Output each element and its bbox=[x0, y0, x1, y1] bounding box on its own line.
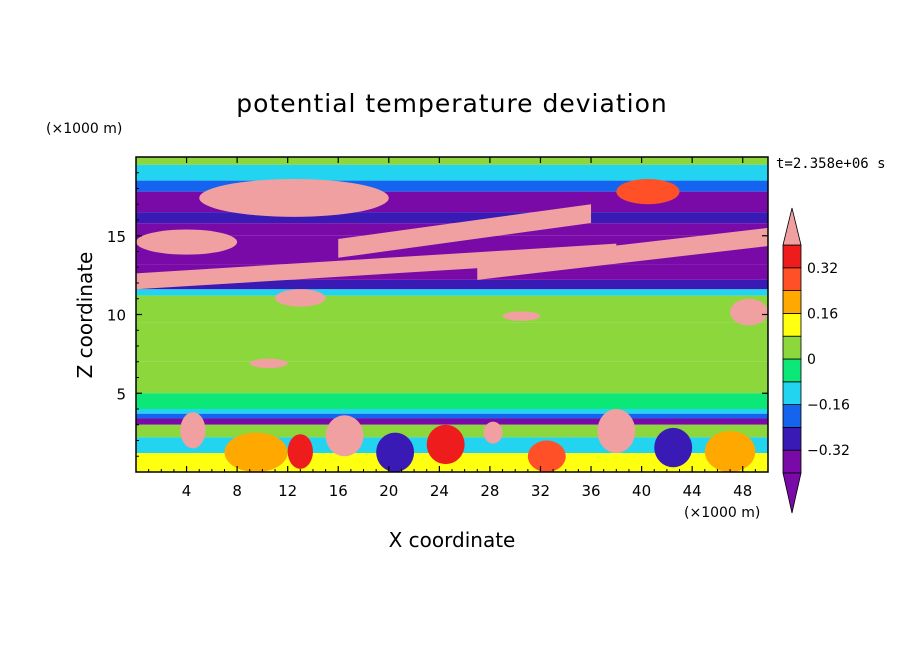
colorbar-swatch bbox=[782, 335, 802, 360]
field-feature-4 bbox=[136, 243, 617, 290]
colorbar-tick-label: −0.16 bbox=[807, 398, 850, 414]
field-band-12 bbox=[136, 322, 768, 362]
x-tick-label: 28 bbox=[480, 482, 499, 500]
x-tick-label: 16 bbox=[329, 482, 348, 500]
x-unit-label: (×1000 m) bbox=[684, 505, 760, 521]
features-layer bbox=[136, 179, 768, 472]
field-feature-7 bbox=[502, 311, 541, 321]
field-feature-9 bbox=[249, 358, 288, 369]
field-feature-11 bbox=[325, 415, 364, 457]
colorbar-swatch bbox=[782, 426, 802, 451]
x-tick-label: 24 bbox=[430, 482, 449, 500]
colorbar-swatch bbox=[782, 381, 802, 405]
field-band-13 bbox=[136, 361, 768, 394]
y-axis-label: Z coordinate bbox=[73, 252, 97, 379]
field-band-16 bbox=[136, 413, 768, 419]
field-feature-17 bbox=[527, 440, 566, 472]
field-feature-19 bbox=[704, 431, 756, 472]
x-tick-label: 44 bbox=[683, 482, 702, 500]
x-tick-label: 20 bbox=[379, 482, 398, 500]
y-tick-label: 15 bbox=[107, 228, 126, 246]
colorbar-tick-label: −0.32 bbox=[807, 443, 850, 459]
field-band-0 bbox=[136, 157, 768, 165]
field-feature-3 bbox=[338, 204, 592, 258]
plot-area bbox=[136, 157, 768, 472]
x-axis-ticks: 4 8 12 16 20 24 28 32 36 40 44 48 bbox=[148, 157, 756, 500]
colorbar-tick-label: 0.16 bbox=[807, 306, 838, 322]
colorbar-tick-label: 0.32 bbox=[807, 261, 838, 277]
chart-title: potential temperature deviation bbox=[236, 89, 667, 118]
field-feature-20 bbox=[287, 434, 313, 469]
field-band-11 bbox=[136, 295, 768, 323]
field-band-1 bbox=[136, 164, 768, 181]
field-feature-14 bbox=[224, 432, 288, 472]
field-band-17 bbox=[136, 418, 768, 425]
colorbar-swatch bbox=[782, 358, 802, 383]
field-feature-16 bbox=[426, 424, 465, 465]
x-tick-label: 48 bbox=[733, 482, 752, 500]
field-feature-6 bbox=[275, 289, 326, 307]
x-tick-label: 4 bbox=[182, 482, 192, 500]
y-axis-ticks: 5 10 15 bbox=[107, 172, 768, 457]
colorbar-swatch bbox=[782, 244, 802, 269]
field-feature-18 bbox=[654, 427, 693, 468]
colorbar-over-triangle bbox=[782, 207, 802, 246]
bands-layer bbox=[136, 157, 768, 472]
field-band-14 bbox=[136, 393, 768, 409]
x-axis-label: X coordinate bbox=[389, 528, 516, 552]
colorbar: 0.32 0.16 0 −0.16 −0.32 bbox=[782, 207, 850, 514]
field-feature-5 bbox=[477, 227, 768, 280]
field-feature-2 bbox=[136, 229, 238, 255]
field-band-9 bbox=[136, 279, 768, 290]
x-tick-label: 8 bbox=[232, 482, 242, 500]
field-band-10 bbox=[136, 289, 768, 296]
y-tick-label: 10 bbox=[107, 307, 126, 325]
field-band-4 bbox=[136, 212, 768, 224]
x-tick-label: 40 bbox=[632, 482, 651, 500]
x-tick-label: 12 bbox=[278, 482, 297, 500]
colorbar-swatch bbox=[782, 267, 802, 291]
colorbar-swatch bbox=[782, 404, 802, 428]
x-tick-label: 36 bbox=[581, 482, 600, 500]
colorbar-tick-label: 0 bbox=[807, 352, 816, 368]
field-feature-15 bbox=[376, 432, 415, 472]
y-tick-label: 5 bbox=[116, 385, 126, 403]
field-feature-10 bbox=[180, 412, 206, 449]
colorbar-swatch bbox=[782, 312, 802, 337]
colorbar-under-triangle bbox=[782, 472, 802, 514]
field-feature-1 bbox=[616, 179, 680, 205]
field-band-15 bbox=[136, 409, 768, 414]
field-band-2 bbox=[136, 180, 768, 192]
colorbar-swatch bbox=[782, 290, 802, 314]
colorbar-swatch bbox=[782, 449, 802, 474]
time-label: t=2.358e+06 s bbox=[776, 156, 886, 172]
x-tick-label: 32 bbox=[531, 482, 550, 500]
y-unit-label: (×1000 m) bbox=[46, 121, 122, 137]
field-feature-8 bbox=[730, 298, 768, 326]
field-feature-13 bbox=[597, 409, 636, 454]
field-feature-12 bbox=[483, 421, 503, 444]
field-feature-0 bbox=[199, 179, 389, 217]
